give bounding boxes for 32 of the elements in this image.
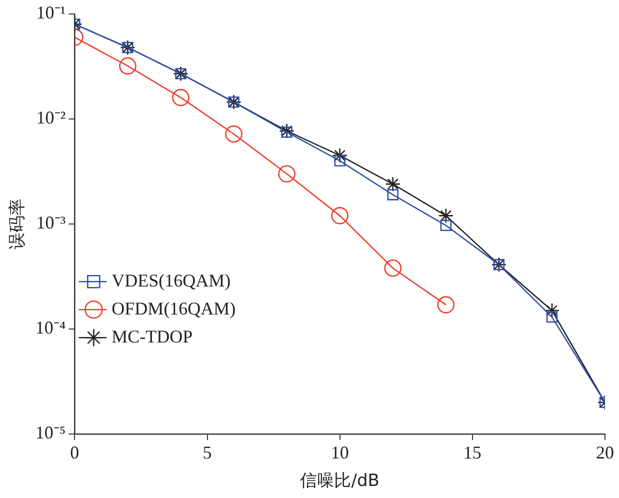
point xyxy=(225,125,242,143)
x-tick-label: 20 xyxy=(596,442,614,463)
point xyxy=(279,123,294,139)
point xyxy=(331,207,348,224)
legend-label: OFDM(16QAM) xyxy=(112,298,236,318)
x-axis-title: 信噪比/dB xyxy=(300,471,380,492)
point xyxy=(440,220,452,231)
y-tick-label: 10⁻¹ xyxy=(36,2,66,23)
legend-label: MC-TDOP xyxy=(112,326,193,346)
point xyxy=(387,189,398,200)
x-tick-label: 5 xyxy=(202,442,212,463)
point xyxy=(281,126,292,138)
y-tick-label: 10⁻² xyxy=(36,108,66,128)
point xyxy=(334,155,346,166)
point xyxy=(172,88,190,106)
y-tick-label: 10⁻⁵ xyxy=(35,422,66,443)
x-tick-label: 15 xyxy=(463,442,482,463)
y-axis-title: 误码率 xyxy=(8,198,28,250)
point xyxy=(546,311,558,323)
y-tick-label: 10⁻³ xyxy=(36,212,66,233)
point xyxy=(278,165,296,183)
y-tick-label: 10⁻⁴ xyxy=(35,318,66,338)
point xyxy=(437,296,455,314)
point xyxy=(438,208,454,224)
point xyxy=(544,302,560,318)
point xyxy=(384,259,402,277)
x-tick-label: 10 xyxy=(330,442,349,463)
point xyxy=(119,57,136,75)
point xyxy=(385,176,401,192)
legend-label: VDES(16QAM) xyxy=(112,270,231,290)
point xyxy=(332,148,348,164)
x-tick-label: 0 xyxy=(70,442,80,463)
